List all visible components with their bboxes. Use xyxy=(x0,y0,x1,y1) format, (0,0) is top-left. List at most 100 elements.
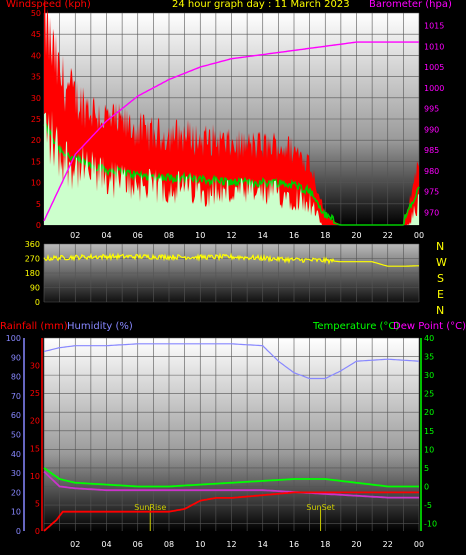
wind-tick: 10 xyxy=(31,179,41,188)
baro-tick: 1015 xyxy=(424,21,444,30)
compass-n-bottom: N xyxy=(436,304,445,317)
wind-x-tick: 10 xyxy=(195,231,205,240)
dir-tick: 270 xyxy=(25,255,40,264)
humidity-tick: 100 xyxy=(6,334,21,343)
wind-average-series xyxy=(44,110,419,225)
wind-mid-series xyxy=(43,123,420,226)
temp-tick: 5 xyxy=(424,464,429,473)
humidity-tick: 80 xyxy=(11,373,21,382)
humidity-axis-label: Humidity (%) xyxy=(67,321,133,332)
humidity-tick: 70 xyxy=(11,392,21,401)
baro-tick: 1000 xyxy=(424,84,444,93)
temp-tick: 20 xyxy=(424,408,434,417)
barometer-series xyxy=(43,41,419,222)
baro-axis-label: Barometer (hpa) xyxy=(369,0,452,10)
humidity-tick: 40 xyxy=(11,450,21,459)
temp-x-tick: 18 xyxy=(320,540,330,549)
rainfall-series xyxy=(43,491,419,532)
temp-tick: -10 xyxy=(424,520,437,529)
wind-tick: 35 xyxy=(31,73,41,82)
baro-tick: 970 xyxy=(424,209,439,218)
baro-tick: 975 xyxy=(424,188,439,197)
rain-tick: 10 xyxy=(30,472,40,481)
temp-x-tick: 06 xyxy=(133,540,143,549)
wind-tick: 30 xyxy=(31,94,41,103)
rain-axis-label: Rainfall (mm) xyxy=(0,321,68,332)
humidity-tick: 60 xyxy=(11,411,21,420)
wind-x-tick: 20 xyxy=(351,231,361,240)
compass-n-top: N xyxy=(436,240,445,253)
wind-x-tick: 04 xyxy=(101,231,111,240)
temp-x-tick: 02 xyxy=(70,540,80,549)
temp-x-tick: 12 xyxy=(226,540,236,549)
baro-tick: 980 xyxy=(424,167,439,176)
rain-tick: 5 xyxy=(35,499,40,508)
dir-tick: 360 xyxy=(25,240,40,249)
baro-tick: 995 xyxy=(424,105,439,114)
compass-w: W xyxy=(436,256,447,269)
wind-tick: 45 xyxy=(31,30,41,39)
wind-tick: 0 xyxy=(36,221,41,230)
temperature-axis-label: Temperature (°C) xyxy=(313,321,400,332)
humidity-tick: 90 xyxy=(11,353,21,362)
temp-tick: -5 xyxy=(424,501,432,510)
graph-title: 24 hour graph day : 11 March 2023 xyxy=(172,0,350,10)
wind-x-tick: 18 xyxy=(320,231,330,240)
temp-tick: 10 xyxy=(424,445,434,454)
dir-tick: 0 xyxy=(35,298,40,307)
wind-tick: 5 xyxy=(36,200,41,209)
temp-x-tick: 14 xyxy=(258,540,268,549)
rain-tick: 25 xyxy=(30,389,40,398)
baro-tick: 990 xyxy=(424,125,439,134)
rain-tick: 0 xyxy=(35,527,40,536)
temp-x-tick: 16 xyxy=(289,540,299,549)
rain-tick: 15 xyxy=(30,444,40,453)
sun-label: SunRise xyxy=(134,503,166,512)
temp-tick: 30 xyxy=(424,371,434,380)
temp-x-tick: 08 xyxy=(164,540,174,549)
dir-tick: 90 xyxy=(30,284,40,293)
baro-tick: 1010 xyxy=(424,42,444,51)
wind-tick: 20 xyxy=(31,136,41,145)
wind-x-tick: 00 xyxy=(414,231,424,240)
dir-tick: 180 xyxy=(25,269,40,278)
dewpoint-series xyxy=(43,470,419,499)
humidity-tick: 50 xyxy=(11,431,21,440)
wind-x-tick: 22 xyxy=(383,231,393,240)
temp-tick: 0 xyxy=(424,482,429,491)
wind-tick: 25 xyxy=(31,115,41,124)
humidity-tick: 30 xyxy=(11,469,21,478)
humidity-tick: 10 xyxy=(11,508,21,517)
sun-label: SunSet xyxy=(306,503,334,512)
humidity-tick: 0 xyxy=(16,527,21,536)
baro-tick: 1005 xyxy=(424,63,444,72)
wind-direction-series xyxy=(43,252,419,267)
temp-tick: 40 xyxy=(424,334,434,343)
baro-tick: 985 xyxy=(424,146,439,155)
wind-tick: 15 xyxy=(31,157,41,166)
rain-tick: 30 xyxy=(30,362,40,371)
temp-x-tick: 00 xyxy=(414,540,424,549)
wind-x-tick: 02 xyxy=(70,231,80,240)
temp-tick: 25 xyxy=(424,390,434,399)
windspeed-series xyxy=(44,0,419,225)
temp-x-tick: 10 xyxy=(195,540,205,549)
temp-tick: 35 xyxy=(424,353,434,362)
rain-tick: 20 xyxy=(30,417,40,426)
compass-e: E xyxy=(437,288,444,301)
humidity-series xyxy=(43,343,420,380)
temperature-series xyxy=(43,467,419,488)
temp-x-tick: 04 xyxy=(101,540,111,549)
wind-x-tick: 06 xyxy=(133,231,143,240)
wind-x-tick: 08 xyxy=(164,231,174,240)
compass-s: S xyxy=(437,272,444,285)
temp-tick: 15 xyxy=(424,427,434,436)
dewpoint-axis-label: Dew Point (°C) xyxy=(393,321,466,332)
temp-x-tick: 20 xyxy=(351,540,361,549)
temp-x-tick: 22 xyxy=(383,540,393,549)
humidity-tick: 20 xyxy=(11,488,21,497)
wind-tick: 50 xyxy=(31,9,41,18)
wind-x-tick: 16 xyxy=(289,231,299,240)
wind-x-tick: 12 xyxy=(226,231,236,240)
